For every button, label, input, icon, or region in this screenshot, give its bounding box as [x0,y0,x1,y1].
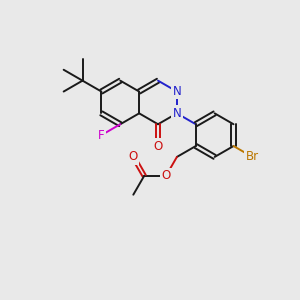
Text: O: O [161,169,171,182]
Text: Br: Br [246,150,259,164]
Text: N: N [172,107,181,120]
Text: F: F [98,129,105,142]
Text: O: O [129,150,138,164]
Text: O: O [153,140,163,152]
Text: N: N [172,85,181,98]
